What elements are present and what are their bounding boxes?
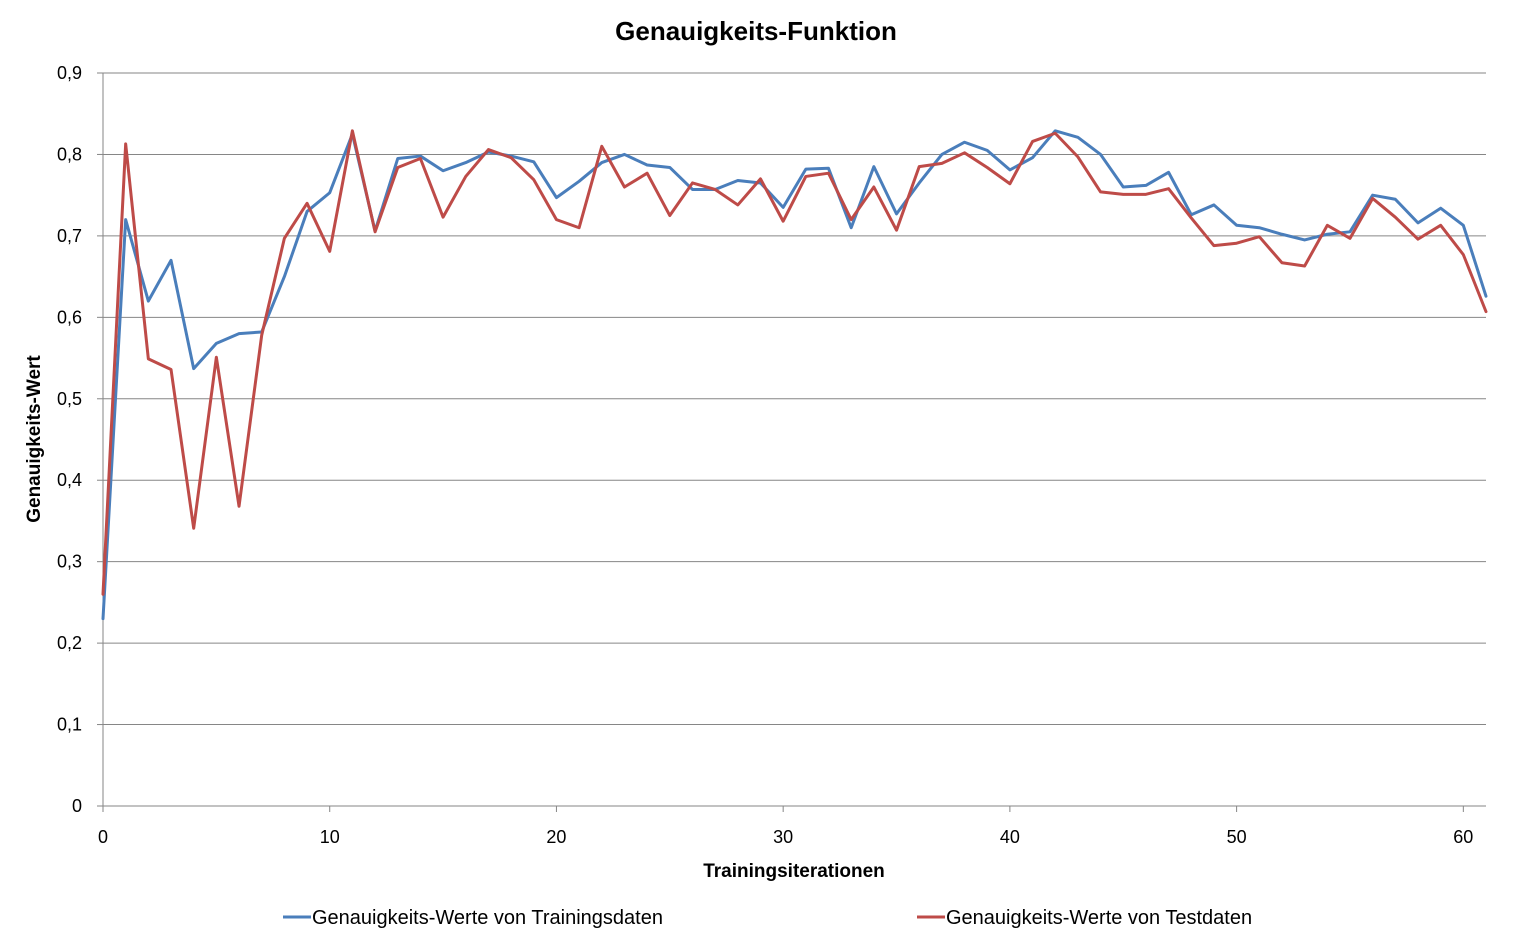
legend-item: Genauigkeits-Werte von Testdaten xyxy=(917,907,1252,929)
x-tick-labels: 0 10 20 30 40 50 60 xyxy=(98,827,1473,847)
y-tick-label: 0 xyxy=(72,796,82,816)
y-tick-label: 0,8 xyxy=(57,144,82,164)
legend-label: Genauigkeits-Werte von Trainingsdaten xyxy=(312,907,663,929)
x-tick-label: 10 xyxy=(320,827,340,847)
series-line-training xyxy=(101,129,1488,621)
y-tick-label: 0,7 xyxy=(57,226,82,246)
x-tick-label: 0 xyxy=(98,827,108,847)
legend: Genauigkeits-Werte von Trainingsdaten Gen… xyxy=(283,907,1252,929)
y-tick-labels: 0 0,1 0,2 0,3 0,4 0,5 0,6 0,7 0,8 0,9 xyxy=(57,63,82,816)
x-tick-label: 20 xyxy=(546,827,566,847)
y-tick-label: 0,6 xyxy=(57,307,82,327)
y-tick-label: 0,1 xyxy=(57,715,82,735)
x-tick-label: 40 xyxy=(1000,827,1020,847)
y-tick-label: 0,3 xyxy=(57,552,82,572)
series-lines xyxy=(101,129,1488,621)
x-tick-label: 60 xyxy=(1453,827,1473,847)
legend-label: Genauigkeits-Werte von Testdaten xyxy=(946,907,1252,929)
x-tick-label: 30 xyxy=(773,827,793,847)
chart-title: Genauigkeits-Funktion xyxy=(615,16,897,46)
y-tick-label: 0,2 xyxy=(57,633,82,653)
y-tick-label: 0,4 xyxy=(57,470,82,490)
x-tick-label: 50 xyxy=(1227,827,1247,847)
y-axis-title: Genauigkeits-Wert xyxy=(24,355,45,523)
legend-item: Genauigkeits-Werte von Trainingsdaten xyxy=(283,907,663,929)
series-line-test xyxy=(101,129,1488,596)
axes xyxy=(102,73,1486,812)
y-tick-label: 0,5 xyxy=(57,389,82,409)
y-tick-label: 0,9 xyxy=(57,63,82,83)
x-axis-title: Trainingsiterationen xyxy=(703,861,885,882)
gridlines xyxy=(97,72,1486,807)
